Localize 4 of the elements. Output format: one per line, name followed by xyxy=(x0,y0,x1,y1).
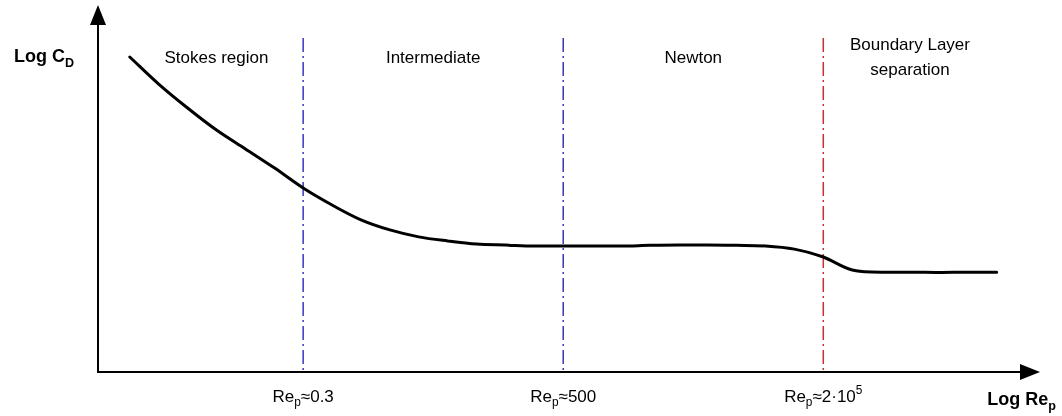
annotation: Stokes region xyxy=(164,48,269,67)
annotation: Boundary Layer separation xyxy=(849,35,971,79)
annotation: Intermediate xyxy=(385,48,481,67)
annotation: Newton xyxy=(664,48,723,67)
